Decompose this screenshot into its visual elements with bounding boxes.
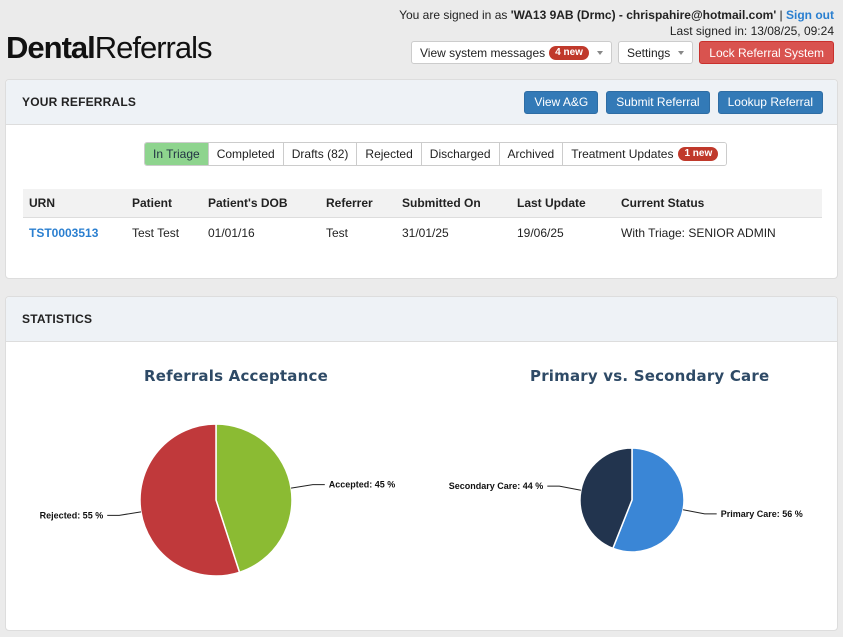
statistics-panel-header: STATISTICS xyxy=(6,297,837,342)
pie-slice-accepted[interactable] xyxy=(215,423,293,574)
pie-chart-acceptance: Accepted: 45 % Rejected: 55 % xyxy=(40,423,396,577)
header-actions: View system messages 4 new Settings Lock… xyxy=(410,41,834,64)
signed-in-prefix: You are signed in as xyxy=(399,8,508,22)
settings-button[interactable]: Settings xyxy=(617,41,694,64)
tab-completed[interactable]: Completed xyxy=(208,143,284,165)
app-logo: DentalReferrals xyxy=(6,30,213,66)
table-cell: 01/01/16 xyxy=(208,225,255,240)
system-messages-label: View system messages xyxy=(419,45,546,60)
column-header: URN xyxy=(23,189,126,218)
pie-data-label: Primary Care: 56 % xyxy=(721,509,803,519)
pie-slice-secondary-care[interactable] xyxy=(579,447,633,550)
column-header: Current Status xyxy=(615,189,822,218)
pie-slice-primary-care[interactable] xyxy=(611,447,685,553)
table-cell: Test Test xyxy=(132,225,180,240)
referrals-panel: YOUR REFERRALS View A&G Submit Referral … xyxy=(5,79,838,279)
table-cell: 19/06/25 xyxy=(517,225,564,240)
chevron-down-icon xyxy=(596,50,603,55)
referrals-table: URN Patient Patient's DOB Referrer Submi… xyxy=(23,189,822,248)
pie-label-connector xyxy=(682,509,717,515)
settings-label: Settings xyxy=(626,45,671,60)
table-cell: 31/01/25 xyxy=(402,225,449,240)
signed-in-info: You are signed in as 'WA13 9AB (Drmc) - … xyxy=(399,8,834,38)
referrals-actions: View A&G Submit Referral Lookup Referral xyxy=(524,90,823,114)
tab-rejected[interactable]: Rejected xyxy=(357,143,422,165)
table-cell: With Triage: SENIOR ADMIN xyxy=(621,225,776,240)
column-header: Patient xyxy=(126,189,202,218)
pie-label-connector xyxy=(290,484,325,489)
referrals-panel-header: YOUR REFERRALS View A&G Submit Referral … xyxy=(6,80,837,125)
pie-slice-rejected[interactable] xyxy=(139,423,241,577)
last-signed-in: Last signed in: 13/08/25, 09:24 xyxy=(669,24,834,38)
system-messages-badge: 4 new xyxy=(549,45,589,60)
statistics-title: STATISTICS xyxy=(22,312,93,326)
separator: | xyxy=(779,8,783,22)
tab-discharged[interactable]: Discharged xyxy=(421,143,500,165)
chart-title-acceptance: Referrals Acceptance xyxy=(144,367,328,385)
tab-archived[interactable]: Archived xyxy=(499,143,564,165)
table-row[interactable]: TST0003513 Test Test 01/01/16 Test 31/01… xyxy=(23,217,822,248)
logo-bold: Dental xyxy=(6,30,96,65)
referral-tabs: In Triage Completed Drafts (82) Rejected… xyxy=(144,142,728,166)
pie-chart-care: Primary Care: 56 % Secondary Care: 44 % xyxy=(449,447,803,553)
sign-out-link[interactable]: Sign out xyxy=(786,8,834,22)
tab-treatment-updates[interactable]: Treatment Updates 1 new xyxy=(563,143,727,165)
column-header: Last Update xyxy=(511,189,615,218)
logo-light: Referrals xyxy=(94,30,213,65)
column-header: Patient's DOB xyxy=(202,189,320,218)
referrals-title: YOUR REFERRALS xyxy=(22,95,137,109)
treatment-updates-badge: 1 new xyxy=(678,147,719,161)
lookup-referral-button[interactable]: Lookup Referral xyxy=(717,90,823,114)
system-messages-button[interactable]: View system messages 4 new xyxy=(410,41,612,64)
pie-data-label: Rejected: 55 % xyxy=(40,510,104,520)
pie-data-label: Secondary Care: 44 % xyxy=(449,481,544,491)
signed-in-user: 'WA13 9AB (Drmc) - chrispahire@hotmail.c… xyxy=(510,8,777,22)
view-ag-button[interactable]: View A&G xyxy=(524,90,599,114)
statistics-panel: STATISTICS Referrals Acceptance Primary … xyxy=(5,296,838,631)
tab-in-triage[interactable]: In Triage xyxy=(145,143,209,165)
column-header: Submitted On xyxy=(396,189,511,218)
chevron-down-icon xyxy=(678,50,685,55)
column-header: Referrer xyxy=(320,189,396,218)
chart-title-care: Primary vs. Secondary Care xyxy=(530,367,770,385)
pie-data-label: Accepted: 45 % xyxy=(329,480,396,490)
statistics-charts: Accepted: 45 % Rejected: 55 % Primary Car… xyxy=(40,423,803,577)
urn-link[interactable]: TST0003513 xyxy=(29,225,99,240)
tab-drafts[interactable]: Drafts (82) xyxy=(283,143,358,165)
table-header-row: URN Patient Patient's DOB Referrer Submi… xyxy=(23,189,822,218)
pie-label-connector xyxy=(107,511,142,516)
tab-treatment-updates-label: Treatment Updates xyxy=(571,147,674,161)
lock-referral-system-button[interactable]: Lock Referral System xyxy=(699,41,834,64)
submit-referral-button[interactable]: Submit Referral xyxy=(606,90,710,114)
pie-label-connector xyxy=(547,485,582,491)
table-cell: Test xyxy=(326,225,349,240)
